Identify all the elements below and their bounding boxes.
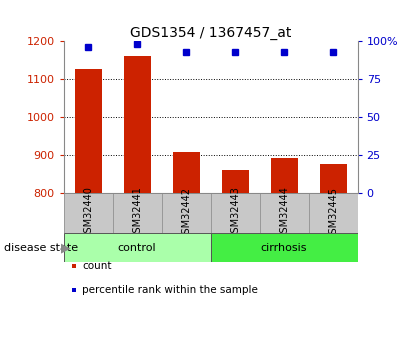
Bar [211,234,358,262]
Text: cirrhosis: cirrhosis [261,243,307,253]
Bar [162,193,211,233]
Text: ▶: ▶ [61,241,70,254]
Text: count: count [82,261,112,270]
Text: GSM32445: GSM32445 [328,187,338,239]
Bar [64,234,210,262]
Text: control: control [118,243,157,253]
Text: GSM32441: GSM32441 [132,187,142,239]
Bar [173,152,200,193]
Text: GSM32440: GSM32440 [83,187,93,239]
Bar [75,69,102,193]
Bar [309,193,358,233]
Bar [260,193,309,233]
Text: disease state: disease state [4,243,78,253]
Bar [222,170,249,193]
Title: GDS1354 / 1367457_at: GDS1354 / 1367457_at [130,26,291,40]
Bar [211,193,260,233]
Text: percentile rank within the sample: percentile rank within the sample [82,285,258,295]
Bar [113,193,162,233]
Bar [124,56,151,193]
Bar [270,158,298,193]
Text: GSM32444: GSM32444 [279,187,289,239]
Text: GSM32442: GSM32442 [181,187,191,239]
Bar [320,164,346,193]
Bar [64,193,113,233]
Text: GSM32443: GSM32443 [230,187,240,239]
